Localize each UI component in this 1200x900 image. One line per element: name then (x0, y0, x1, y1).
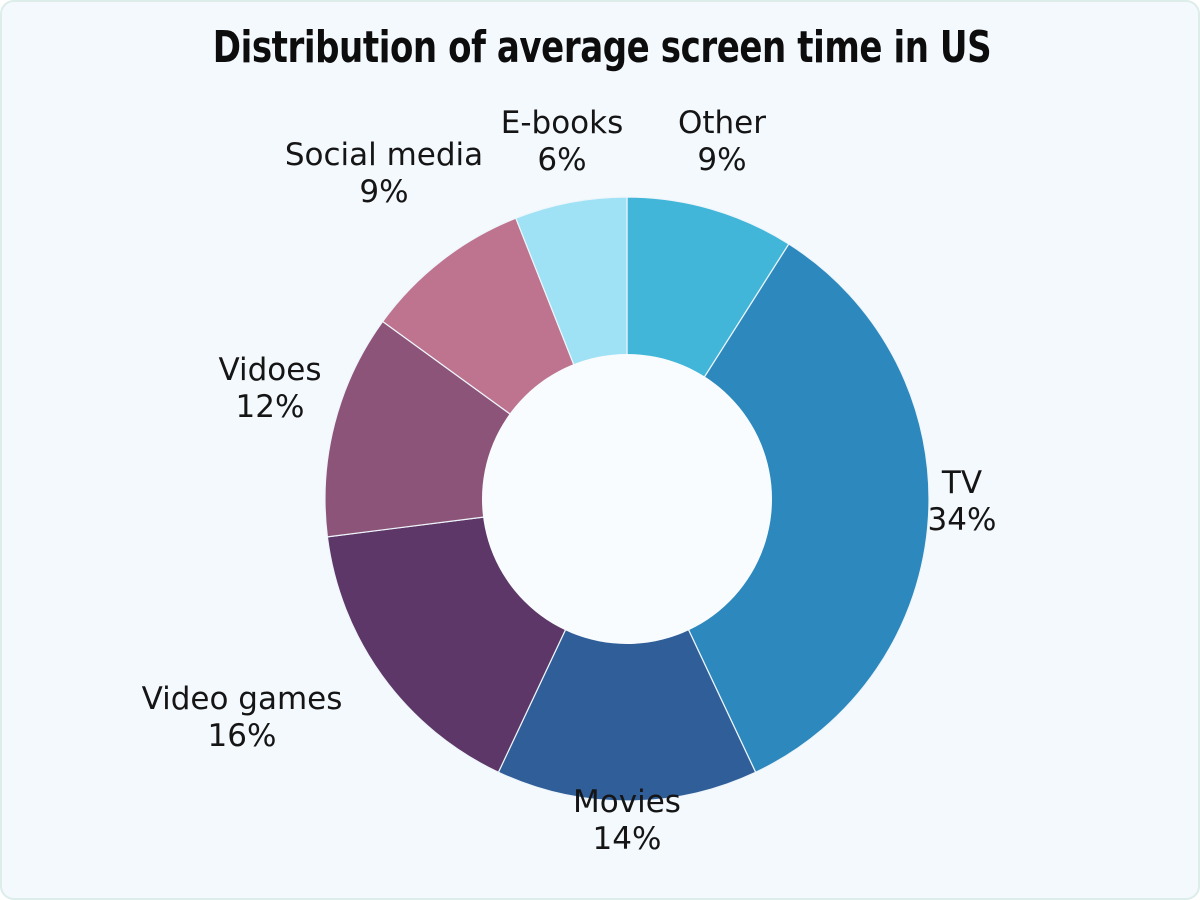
slice-label-vidoes-name: Vidoes (218, 352, 322, 388)
slice-label-video-games-name: Video games (141, 681, 343, 717)
donut-slice[interactable] (497, 497, 757, 802)
slice-label-social-media: Social media 9% (264, 137, 504, 210)
slice-label-movies-name: Movies (573, 784, 681, 820)
donut-hole (482, 354, 772, 644)
slice-label-other-name: Other (677, 105, 767, 141)
slice-label-other: Other 9% (602, 105, 842, 178)
slice-label-vidoes-value: 12% (235, 388, 305, 425)
slice-label-video-games: Video games 16% (72, 681, 412, 754)
slice-label-social-media-name: Social media (284, 137, 484, 173)
slice-label-vidoes: Vidoes 12% (150, 352, 390, 425)
donut-slice[interactable] (626, 243, 930, 774)
page-title: Distribution of average screen time in U… (212, 22, 992, 73)
slice-label-tv-value: 34% (927, 501, 997, 538)
slice-label-e-books: E-books 6% (442, 105, 682, 178)
slice-label-movies-value: 14% (592, 820, 662, 857)
slice-label-other-value: 9% (697, 141, 747, 178)
slice-label-movies: Movies 14% (532, 784, 722, 857)
slice-label-tv-name: TV (941, 465, 983, 501)
slice-label-e-books-name: E-books (500, 105, 624, 141)
slice-label-social-media-value: 9% (359, 173, 409, 210)
slice-label-video-games-value: 16% (207, 717, 277, 754)
slice-label-tv: TV 34% (872, 465, 1052, 538)
slice-label-e-books-value: 6% (537, 141, 587, 178)
